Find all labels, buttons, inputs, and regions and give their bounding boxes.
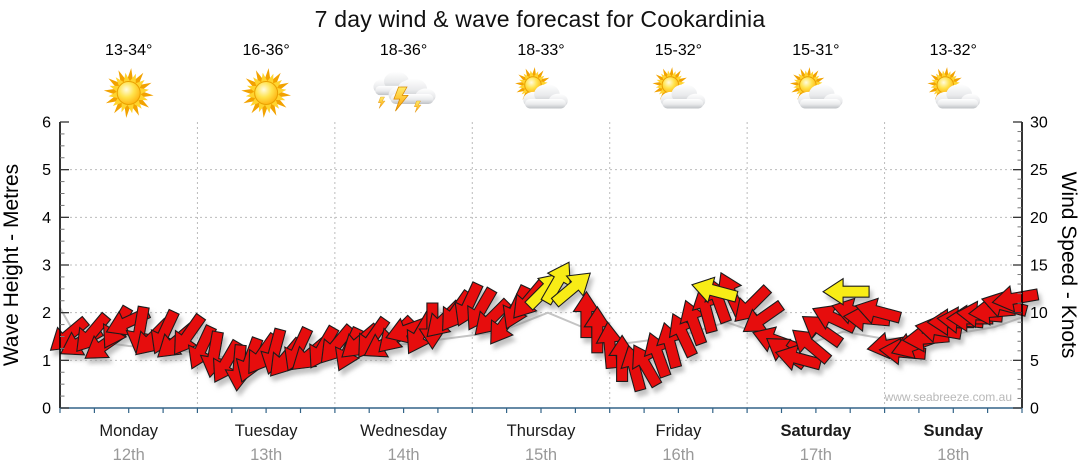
weather-icon-partly-cloudy bbox=[652, 67, 706, 109]
temperature-label: 16-36° bbox=[242, 42, 289, 59]
svg-text:0: 0 bbox=[42, 401, 51, 418]
svg-text:4: 4 bbox=[42, 210, 51, 227]
watermark: www.seabreeze.com.au bbox=[884, 390, 1012, 404]
date-label: 17th bbox=[800, 446, 832, 464]
wind-arrows bbox=[41, 255, 1041, 395]
svg-text:30: 30 bbox=[1030, 115, 1048, 132]
day-column-friday: 15-32° Friday 16th bbox=[652, 42, 706, 464]
left-axis-tick-labels: 0 1 2 3 4 5 6 bbox=[42, 115, 51, 418]
svg-text:6: 6 bbox=[42, 115, 51, 132]
day-column-wednesday: 18-36° Wednesday 14th bbox=[360, 42, 448, 464]
temperature-label: 15-31° bbox=[792, 42, 839, 59]
page-title: 7 day wind & wave forecast for Cookardin… bbox=[314, 6, 766, 32]
cloud-shape bbox=[935, 84, 981, 109]
svg-text:5: 5 bbox=[1030, 353, 1039, 370]
day-label: Sunday bbox=[923, 422, 983, 440]
svg-text:25: 25 bbox=[1030, 162, 1048, 179]
svg-text:15: 15 bbox=[1030, 258, 1048, 275]
day-column-sunday: 13-32° Sunday 18th bbox=[923, 42, 983, 464]
left-axis-label: Wave Height - Metres bbox=[0, 164, 23, 366]
temperature-label: 18-36° bbox=[380, 42, 427, 59]
temperature-label: 15-32° bbox=[655, 42, 702, 59]
right-axis-tick-labels: 0 5 10 15 20 25 30 bbox=[1030, 115, 1048, 418]
day-label: Saturday bbox=[781, 422, 852, 440]
weather-icon-sunny bbox=[241, 68, 291, 118]
date-label: 13th bbox=[250, 446, 282, 464]
lightning-bolt bbox=[414, 100, 422, 113]
right-axis-label: Wind Speed - Knots bbox=[1057, 172, 1080, 359]
day-column-monday: 13-34° Monday 12th bbox=[99, 42, 158, 464]
lightning-bolt bbox=[378, 96, 386, 109]
day-column-tuesday: 16-36° Tuesday 13th bbox=[235, 42, 298, 464]
temperature-label: 18-33° bbox=[517, 42, 564, 59]
temperature-label: 13-34° bbox=[105, 42, 152, 59]
axis-ticks bbox=[59, 121, 1023, 413]
day-label: Wednesday bbox=[360, 422, 448, 440]
svg-text:20: 20 bbox=[1030, 210, 1048, 227]
svg-text:1: 1 bbox=[42, 353, 51, 370]
weather-icon-partly-cloudy bbox=[927, 67, 981, 109]
sun-shape bbox=[241, 68, 291, 118]
date-label: 18th bbox=[937, 446, 969, 464]
weather-icon-storm bbox=[373, 71, 436, 113]
cloud-shape bbox=[660, 84, 706, 109]
date-label: 14th bbox=[388, 446, 420, 464]
svg-text:0: 0 bbox=[1030, 401, 1039, 418]
weather-icon-partly-cloudy bbox=[515, 67, 568, 109]
day-label: Tuesday bbox=[235, 422, 298, 440]
day-label: Friday bbox=[656, 422, 703, 440]
day-label: Thursday bbox=[507, 422, 577, 440]
date-label: 16th bbox=[662, 446, 694, 464]
day-column-thursday: 18-33° Thursday 15th bbox=[507, 42, 577, 464]
date-label: 15th bbox=[525, 446, 557, 464]
weather-icon-partly-cloudy bbox=[789, 67, 843, 109]
weather-icon-sunny bbox=[103, 68, 154, 118]
svg-text:2: 2 bbox=[42, 305, 51, 322]
date-label: 12th bbox=[113, 446, 145, 464]
cloud-shape bbox=[798, 84, 843, 109]
sun-shape bbox=[103, 68, 154, 118]
svg-text:5: 5 bbox=[42, 162, 51, 179]
temperature-label: 13-32° bbox=[930, 42, 977, 59]
svg-text:10: 10 bbox=[1030, 305, 1048, 322]
svg-text:3: 3 bbox=[42, 258, 51, 275]
day-label: Monday bbox=[99, 422, 158, 440]
day-column-saturday: 15-31° Saturday 17th bbox=[781, 42, 852, 464]
lightning-bolt bbox=[393, 86, 409, 112]
cloud-shape bbox=[523, 84, 568, 109]
